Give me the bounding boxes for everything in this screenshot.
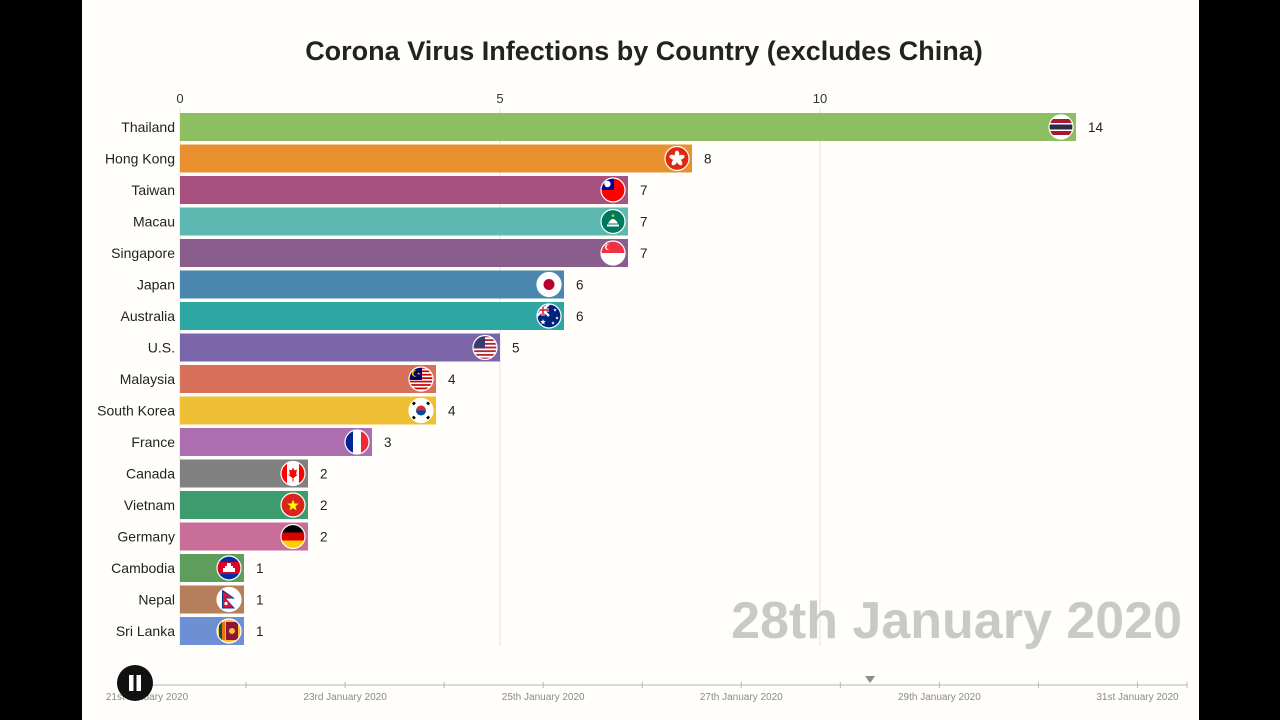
value-label: 5 bbox=[512, 341, 520, 356]
pause-button-bg[interactable] bbox=[117, 665, 153, 701]
country-label: Nepal bbox=[138, 592, 175, 608]
singapore-flag bbox=[600, 240, 626, 266]
value-label: 2 bbox=[320, 467, 328, 482]
country-label: Sri Lanka bbox=[116, 623, 175, 639]
x-tick-label: 10 bbox=[813, 91, 827, 106]
value-label: 1 bbox=[256, 561, 264, 576]
country-label: Malaysia bbox=[120, 371, 175, 387]
value-label: 14 bbox=[1088, 120, 1104, 135]
pause-icon bbox=[129, 675, 141, 691]
value-label: 1 bbox=[256, 593, 264, 608]
country-label: Macau bbox=[133, 214, 175, 230]
country-label: Singapore bbox=[111, 245, 175, 261]
country-label: Australia bbox=[121, 308, 176, 324]
bar-chart: Corona Virus Infections by Country (excl… bbox=[97, 36, 1188, 703]
current-date-label: 28th January 2020 bbox=[731, 592, 1182, 650]
country-label: Thailand bbox=[121, 119, 175, 135]
south-korea-flag bbox=[408, 397, 434, 424]
bar bbox=[180, 365, 436, 393]
country-label: Vietnam bbox=[124, 497, 175, 513]
chart-title: Corona Virus Infections by Country (excl… bbox=[305, 36, 983, 66]
value-label: 7 bbox=[640, 183, 648, 198]
bar bbox=[180, 302, 564, 330]
value-label: 2 bbox=[320, 530, 328, 545]
japan-flag bbox=[536, 271, 562, 298]
value-label: 1 bbox=[256, 624, 264, 639]
bar bbox=[180, 270, 564, 299]
us-flag bbox=[472, 334, 498, 361]
country-label: U.S. bbox=[148, 340, 175, 356]
timeline-label: 21st January 2020 bbox=[106, 692, 189, 703]
x-tick-label: 5 bbox=[496, 91, 503, 106]
thailand-flag bbox=[1048, 114, 1074, 140]
pause-button[interactable] bbox=[117, 665, 153, 701]
france-flag bbox=[344, 429, 370, 455]
timeline-label: 25th January 2020 bbox=[502, 692, 585, 703]
hong-kong-flag bbox=[664, 145, 690, 172]
timeline-handle[interactable] bbox=[865, 676, 876, 683]
australia-flag bbox=[536, 303, 562, 329]
sri-lanka-flag bbox=[216, 618, 242, 644]
timeline-label: 27th January 2020 bbox=[700, 692, 783, 703]
nepal-flag bbox=[216, 586, 242, 613]
value-label: 6 bbox=[576, 309, 584, 324]
bar bbox=[180, 176, 628, 204]
timeline-label: 31st January 2020 bbox=[1096, 692, 1179, 703]
bar bbox=[180, 428, 372, 456]
value-label: 8 bbox=[704, 152, 712, 167]
chart-canvas: Corona Virus Infections by Country (excl… bbox=[82, 0, 1199, 720]
timeline-label: 23rd January 2020 bbox=[303, 692, 387, 703]
cambodia-flag bbox=[216, 555, 242, 581]
bar bbox=[180, 396, 436, 425]
country-label: South Korea bbox=[97, 403, 175, 419]
country-label: Hong Kong bbox=[105, 151, 175, 167]
value-label: 7 bbox=[640, 215, 648, 230]
bar bbox=[180, 239, 628, 267]
vietnam-flag bbox=[280, 492, 306, 518]
bar bbox=[180, 333, 500, 362]
timeline-label: 29th January 2020 bbox=[898, 692, 981, 703]
country-label: France bbox=[131, 434, 175, 450]
country-label: Germany bbox=[117, 529, 175, 545]
canada-flag bbox=[280, 460, 306, 487]
value-label: 4 bbox=[448, 404, 456, 419]
malaysia-flag bbox=[408, 366, 434, 392]
country-label: Taiwan bbox=[131, 182, 175, 198]
germany-flag bbox=[280, 523, 306, 550]
value-label: 4 bbox=[448, 372, 456, 387]
bar bbox=[180, 144, 692, 173]
taiwan-flag bbox=[600, 177, 626, 203]
value-label: 6 bbox=[576, 278, 584, 293]
value-label: 2 bbox=[320, 498, 328, 513]
x-tick-label: 0 bbox=[176, 91, 183, 106]
value-label: 7 bbox=[640, 246, 648, 261]
country-label: Cambodia bbox=[111, 560, 175, 576]
bar bbox=[180, 113, 1076, 141]
country-label: Japan bbox=[137, 277, 175, 293]
country-label: Canada bbox=[126, 466, 175, 482]
value-label: 3 bbox=[384, 435, 392, 450]
macau-flag bbox=[600, 208, 626, 235]
bar bbox=[180, 207, 628, 236]
